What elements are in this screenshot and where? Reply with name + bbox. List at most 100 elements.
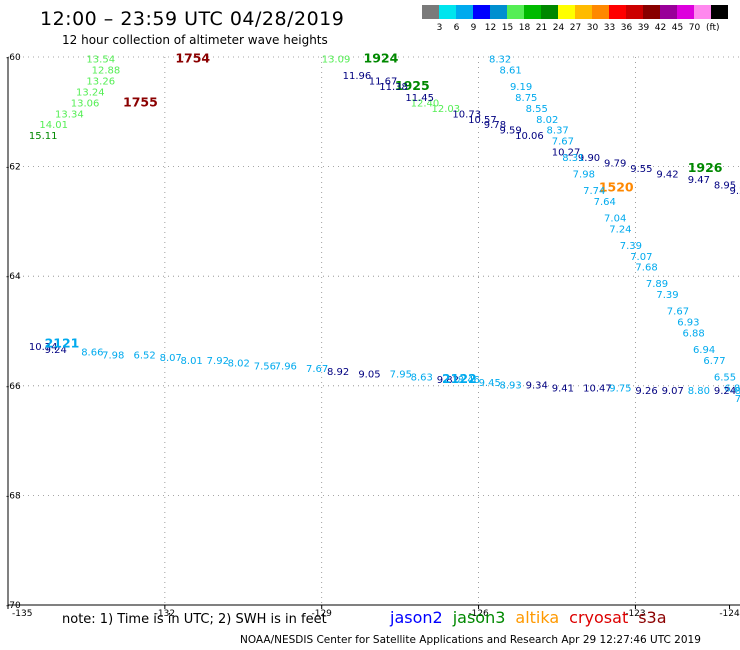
swh-value-label: 7.04 [604, 213, 626, 224]
swh-value-label: 8.31 [562, 153, 584, 164]
pass-number-label: 1924 [364, 50, 399, 65]
legend-swatch [422, 5, 439, 19]
swh-value-label: 11.67 [369, 76, 398, 87]
swh-value-label: 8.32 [489, 54, 511, 65]
swh-value-label: 8.80 [688, 386, 710, 397]
legend-label: 27 [569, 23, 582, 33]
pass-number-label: 1925 [395, 78, 430, 93]
legend-label: 21 [535, 23, 548, 33]
swh-value-label: 11.96 [343, 71, 372, 82]
y-tick-label: -62 [6, 163, 21, 173]
swh-value-label: 9.42 [656, 170, 678, 181]
swh-value-label: 11.45 [405, 93, 434, 104]
y-tick-label: -68 [6, 491, 21, 501]
swh-value-label: 13.09 [322, 54, 351, 65]
swh-value-label: 9.41 [552, 383, 574, 394]
legend-label: 70 [688, 23, 701, 33]
swh-value-label: 7.07 [630, 252, 652, 263]
legend-swatch [490, 5, 507, 19]
legend-label: 6 [453, 23, 460, 33]
swh-value-label: 8.75 [515, 93, 537, 104]
legend-label: 30 [586, 23, 599, 33]
swh-value-label: 6.88 [682, 328, 704, 339]
swh-value-label: 8.01 [181, 356, 203, 367]
swh-value-label: 8.02 [228, 359, 250, 370]
x-tick-label: -124 [719, 609, 740, 619]
swh-value-label: 11.38 [379, 82, 408, 93]
swh-value-label: 9.05 [358, 370, 380, 381]
legend-label: 3 [436, 23, 443, 33]
pass-number-label: 1755 [123, 94, 158, 109]
credit-line: NOAA/NESDIS Center for Satellite Applica… [240, 634, 701, 646]
swh-value-label: 7.67 [552, 137, 574, 148]
swh-value-label: 10.27 [552, 148, 581, 159]
legend-swatch [711, 5, 728, 19]
y-tick-label: -66 [6, 382, 21, 392]
swh-value-label: 10.74 [29, 342, 58, 353]
legend-label: 24 [552, 23, 565, 33]
swh-value-label: 8.02 [536, 115, 558, 126]
swh-value-label: 8.92 [327, 367, 349, 378]
satellite-s3a: s3a [638, 608, 667, 627]
swh-value-label: 9.82 [437, 375, 459, 386]
swh-value-label: 9.07 [662, 386, 684, 397]
x-tick-label: -123 [625, 609, 645, 619]
swh-value-label: 8.63 [411, 372, 433, 383]
swh-value-label: 13.24 [76, 87, 105, 98]
swh-value-label: 9.24 [714, 386, 736, 397]
legend-swatch [694, 5, 711, 19]
legend-swatch [609, 5, 626, 19]
satellite-cryosat: cryosat [569, 608, 629, 627]
swh-value-label: 15.11 [29, 131, 58, 142]
swh-value-label: 7.67 [667, 307, 689, 318]
swh-value-label: 13.54 [86, 54, 115, 65]
pass-number-label: 1520 [599, 179, 634, 194]
x-tick-label: -129 [311, 609, 332, 619]
pass-number-label: 2121 [45, 335, 80, 350]
swh-value-label: 9.19 [510, 82, 532, 93]
y-tick-label: -64 [6, 272, 21, 282]
swh-value-label: 9.75 [609, 383, 631, 394]
satellite-jason2: jason2 [390, 608, 443, 627]
swh-value-label: 10.06 [515, 131, 544, 142]
satellite-altika: altika [515, 608, 560, 627]
swh-value-label: 8.66 [81, 348, 103, 359]
legend-label: 12 [484, 23, 497, 33]
swh-value-label: 7.39 [620, 241, 642, 252]
swh-value-label: 8.93 [499, 381, 521, 392]
legend-swatch [575, 5, 592, 19]
legend-swatch [660, 5, 677, 19]
swh-value-label: 7.98 [102, 350, 124, 361]
swh-value-label: 9.90 [578, 153, 600, 164]
swh-value-label: 6.52 [133, 350, 155, 361]
legend-label: 33 [603, 23, 616, 33]
swh-value-label: 6.93 [677, 318, 699, 329]
swh-value-label: 13.06 [71, 98, 100, 109]
legend-swatch [677, 5, 694, 19]
swh-value-label: 10.73 [452, 109, 481, 120]
footer-note: note: 1) Time is in UTC; 2) SWH is in fe… [62, 612, 327, 627]
swh-value-label: 7.96 [275, 361, 297, 372]
swh-value-label: 6.94 [693, 345, 715, 356]
swh-value-label: 7.39 [735, 394, 740, 405]
swh-value-label: 10.57 [468, 115, 497, 126]
satellite-jason3: jason3 [452, 608, 506, 627]
swh-value-label: 7.39 [656, 290, 678, 301]
legend-label: 39 [637, 23, 650, 33]
legend-label: 45 [671, 23, 684, 33]
swh-value-label: 7.24 [609, 224, 631, 235]
swh-value-label: 9.59 [499, 126, 521, 137]
swh-value-label: 7.89 [646, 279, 668, 290]
legend-swatch [643, 5, 660, 19]
legend-swatch [541, 5, 558, 19]
swh-value-label: 13.34 [55, 109, 84, 120]
chart-subtitle: 12 hour collection of altimeter wave hei… [62, 33, 328, 47]
swh-value-label: 12.88 [92, 65, 121, 76]
swh-value-label: 7.95 [390, 370, 412, 381]
legend-swatch [473, 5, 490, 19]
swh-value-label: 7.74 [583, 186, 605, 197]
swh-value-label: 9.26 [635, 386, 657, 397]
swh-value-label: 14.01 [39, 120, 68, 131]
swh-value-label: 8.46 [458, 375, 480, 386]
